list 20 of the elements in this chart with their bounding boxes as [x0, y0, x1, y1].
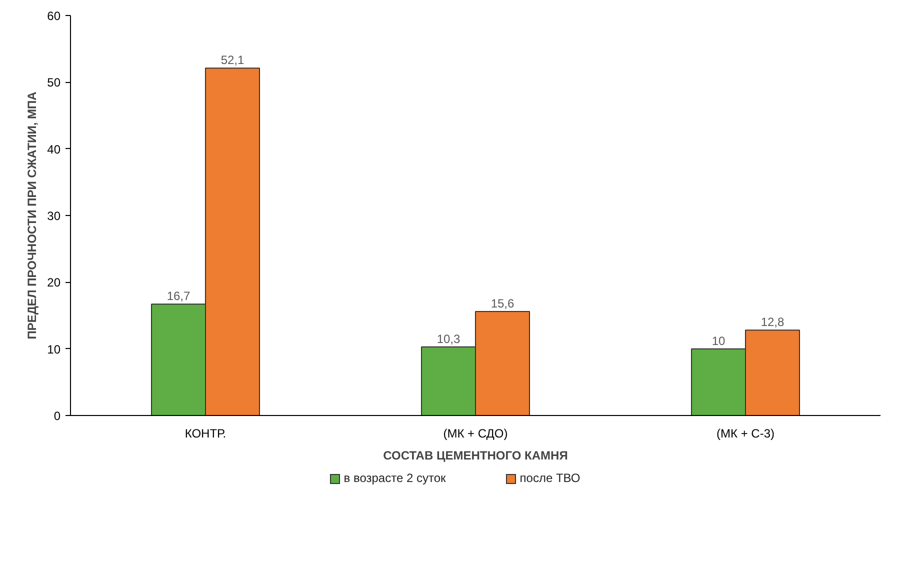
legend-label: в возрасте 2 суток: [344, 470, 446, 487]
data-label: 12,8: [760, 315, 785, 330]
y-tick-label: 0: [54, 409, 61, 423]
y-tick-label: 10: [47, 342, 61, 356]
legend-label: после ТВО: [520, 470, 580, 487]
x-tick-label: (МК + СДО): [443, 426, 508, 440]
x-tick-label: (МК + С-3): [716, 426, 775, 440]
data-label: 10,3: [436, 332, 461, 346]
data-label: 16,7: [166, 289, 191, 304]
y-tick-label: 20: [47, 276, 61, 290]
data-label: 10: [712, 334, 726, 348]
y-axis-title: ПРЕДЕЛ ПРОЧНОСТИ ПРИ СЖАТИИ, МПА: [25, 91, 40, 340]
y-tick-label: 40: [47, 142, 61, 156]
y-tick-label: 30: [47, 209, 61, 223]
x-tick-label: КОНТР.: [184, 426, 226, 440]
y-tick-label: 50: [47, 76, 61, 90]
x-axis-title: СОСТАВ ЦЕМЕНТНОГО КАМНЯ: [383, 448, 568, 462]
data-label: 15,6: [490, 296, 515, 310]
y-tick-label: 60: [47, 9, 61, 23]
data-label: 52,1: [220, 53, 245, 68]
